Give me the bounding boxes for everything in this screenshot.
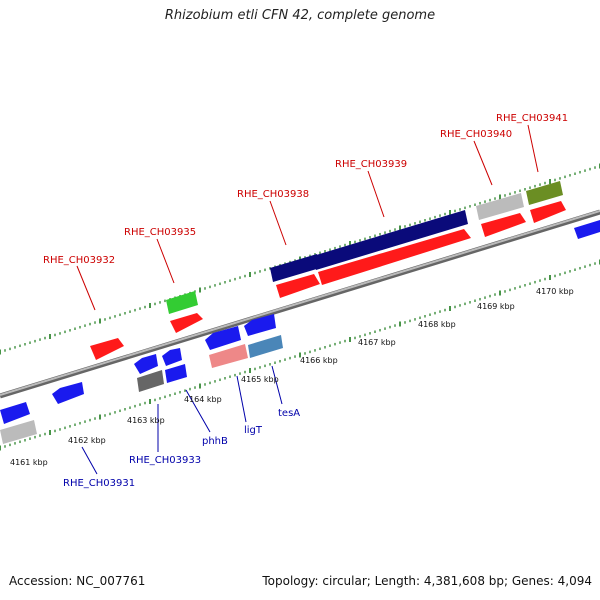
scale-label-4169: 4169 kbp <box>477 302 515 311</box>
gene-label-rhe-ch03935[interactable]: RHE_CH03935 <box>124 227 196 238</box>
gene-label-rhe-ch03932[interactable]: RHE_CH03932 <box>43 255 115 266</box>
gene-rhe-ch03931-arrow[interactable] <box>52 382 84 404</box>
scale-label-4164: 4164 kbp <box>184 395 222 404</box>
scale-label-4167: 4167 kbp <box>358 338 396 347</box>
gene-rhe-ch03933-gray-block[interactable] <box>137 370 164 392</box>
gene-label-phhb[interactable]: phhB <box>202 436 228 447</box>
scale-label-4165: 4165 kbp <box>241 375 279 384</box>
gene-rhe-ch03941-block[interactable] <box>526 181 563 205</box>
gene-ligt-arrow[interactable] <box>205 326 241 350</box>
gene-label-rhe-ch03931[interactable]: RHE_CH03931 <box>63 478 135 489</box>
gene-label-rhe-ch03933[interactable]: RHE_CH03933 <box>129 455 201 466</box>
gene-phhb-arrow[interactable] <box>162 348 182 366</box>
gene-label-rhe-ch03941[interactable]: RHE_CH03941 <box>496 113 568 124</box>
tick-rows <box>0 163 600 451</box>
gene-rhe-ch03933-arrow[interactable] <box>134 354 158 374</box>
gene-rhe-ch03940-gray-block[interactable] <box>476 193 524 220</box>
gene-phhb-block[interactable] <box>165 364 187 383</box>
gene-testa-arrow[interactable] <box>244 314 276 336</box>
gene-rhe-ch03935-arrow[interactable] <box>170 313 203 333</box>
gene-label-rhe-ch03938[interactable]: RHE_CH03938 <box>237 189 309 200</box>
gene-rhe-ch03941-arrow[interactable] <box>530 201 566 223</box>
scale-label-4168: 4168 kbp <box>418 320 456 329</box>
gene-testa-steel-block[interactable] <box>248 335 283 358</box>
gene-rhe-ch03938-arrow[interactable] <box>276 274 320 298</box>
gene-rhe-ch03939-arrow[interactable] <box>318 229 471 285</box>
scale-label-4162: 4162 kbp <box>68 436 106 445</box>
bottom-callout-lines <box>81 365 283 475</box>
gene-right-edge-blue-arrow[interactable] <box>574 220 600 239</box>
scale-label-4166: 4166 kbp <box>300 356 338 365</box>
scale-label-4170: 4170 kbp <box>536 287 574 296</box>
top-callout-lines <box>76 124 539 311</box>
scale-label-4163: 4163 kbp <box>127 416 165 425</box>
gene-ligt-pink-block[interactable] <box>209 344 248 368</box>
gene-label-ligt[interactable]: ligT <box>244 425 263 436</box>
gene-label-rhe-ch03939[interactable]: RHE_CH03939 <box>335 159 407 170</box>
gene-rhe-ch03939-block[interactable] <box>313 210 468 270</box>
genome-stats-text: Topology: circular; Length: 4,381,608 bp… <box>262 574 592 588</box>
accession-text: Accession: NC_007761 <box>9 574 146 588</box>
gene-rhe-ch03935-green-block[interactable] <box>166 291 198 314</box>
gene-left-edge-gray-block[interactable] <box>0 420 37 444</box>
gene-rhe-ch03940-arrow[interactable] <box>481 213 526 237</box>
gene-label-tesa[interactable]: tesA <box>278 408 300 419</box>
scale-label-4161: 4161 kbp <box>10 458 48 467</box>
gene-rhe-ch03938-block[interactable] <box>270 254 320 282</box>
gene-left-edge-blue-arrow[interactable] <box>0 402 30 424</box>
gene-rhe-ch03932-arrow[interactable] <box>90 338 124 360</box>
genome-backbone-highlight <box>0 210 600 396</box>
map-title: Rhizobium etli CFN 42, complete genome <box>164 8 436 23</box>
gene-label-rhe-ch03940[interactable]: RHE_CH03940 <box>440 129 512 140</box>
